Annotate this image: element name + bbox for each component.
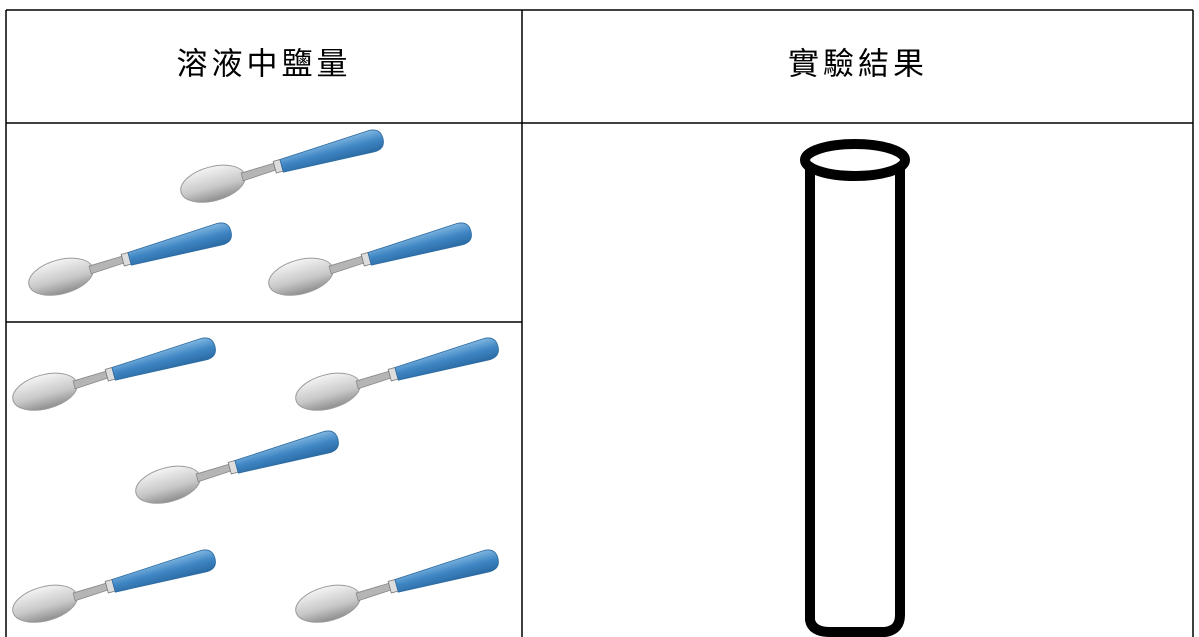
header-cell: 實驗結果 [788, 47, 928, 83]
test-tube [800, 139, 910, 637]
header-cell: 溶液中鹽量 [177, 47, 352, 83]
spoons-row-2 [8, 329, 503, 630]
spoons-row-1 [24, 121, 476, 303]
table-grid [5, 9, 1194, 637]
